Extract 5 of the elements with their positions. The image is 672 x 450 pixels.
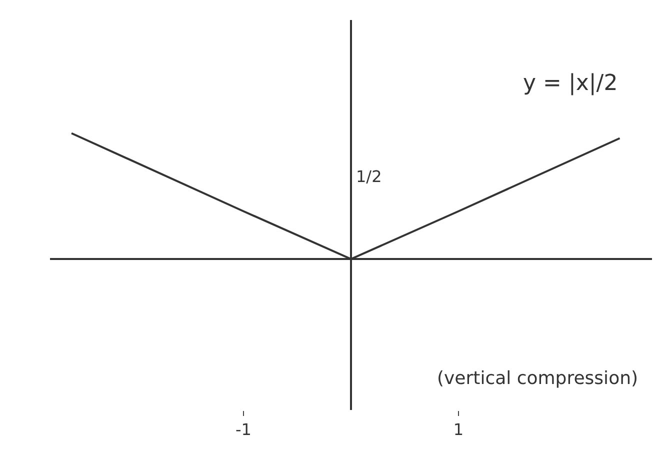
x-tick-label: -1 — [236, 420, 252, 440]
x-tick-label: 1 — [453, 420, 464, 440]
text: (vertical compression) — [437, 368, 638, 389]
annotation: 1/2 — [356, 167, 382, 186]
series-label: y = |x|/2 — [523, 71, 618, 96]
